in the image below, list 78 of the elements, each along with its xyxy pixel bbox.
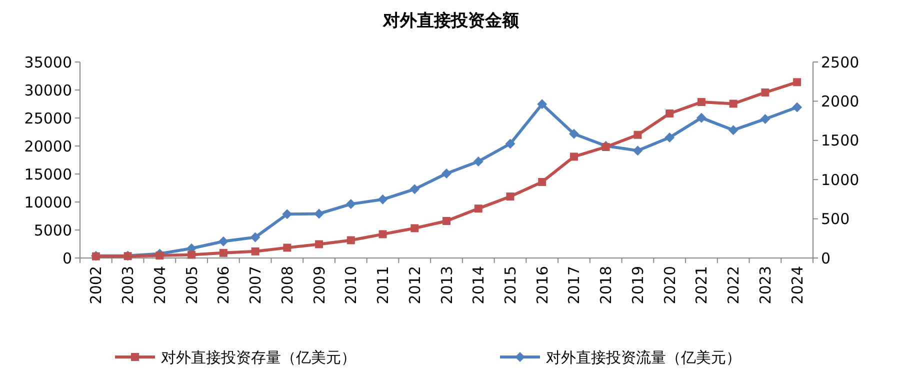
- point: [219, 248, 228, 257]
- point: [250, 232, 260, 242]
- point: [634, 130, 642, 139]
- legend-label: 对外直接投资存量（亿美元）: [161, 348, 356, 366]
- point: [505, 138, 516, 149]
- y-tick-label: 30000: [24, 81, 72, 100]
- x-tick-label: 2023: [756, 266, 774, 304]
- point: [410, 184, 420, 194]
- x-tick-label: 2021: [692, 266, 711, 304]
- x-tick-label: 2006: [214, 266, 233, 304]
- y-tick-label: 20000: [24, 137, 72, 156]
- x-tick-label: 2012: [406, 266, 424, 304]
- x-tick-label: 2005: [182, 266, 201, 304]
- point: [793, 78, 802, 86]
- point: [760, 114, 770, 124]
- x-tick-label: 2022: [724, 266, 743, 304]
- point: [632, 146, 643, 156]
- y2-tick-label: 0: [821, 249, 831, 268]
- point: [346, 236, 355, 244]
- x-tick-label: 2008: [278, 266, 296, 304]
- point: [474, 204, 482, 213]
- point: [666, 109, 674, 118]
- point: [251, 247, 260, 256]
- point: [506, 192, 514, 201]
- point: [282, 209, 292, 220]
- x-tick-label: 2004: [150, 266, 169, 304]
- x-tick-label: 2016: [533, 266, 552, 304]
- y-tick-label: 15000: [24, 165, 72, 184]
- point: [156, 251, 164, 260]
- point: [442, 217, 450, 226]
- y2-tick-label: 500: [821, 210, 850, 228]
- point: [729, 100, 738, 108]
- y-tick-label: 5000: [34, 221, 72, 240]
- point: [728, 125, 738, 136]
- x-tick-label: 2024: [788, 266, 806, 304]
- x-tick-label: 2014: [470, 266, 488, 304]
- x-tick-label: 2020: [660, 266, 679, 304]
- x-tick-label: 2011: [374, 266, 392, 304]
- y2-tick-label: 1000: [821, 170, 860, 189]
- x-tick-label: 2017: [565, 266, 584, 304]
- x-tick-label: 2002: [87, 266, 106, 304]
- y-tick-label: 0: [62, 249, 72, 268]
- y-tick-label: 10000: [24, 193, 72, 212]
- point: [792, 102, 802, 112]
- point: [442, 168, 452, 178]
- chart-title: 对外直接投资金额: [382, 11, 520, 31]
- point: [568, 128, 579, 139]
- point: [378, 230, 387, 238]
- y2-tick-label: 1500: [821, 132, 860, 150]
- x-tick-label: 2018: [597, 266, 616, 304]
- point: [315, 240, 324, 248]
- x-tick-label: 2007: [246, 266, 265, 304]
- legend-label: 对外直接投资流量（亿美元）: [546, 348, 741, 366]
- point: [283, 244, 292, 252]
- x-tick-label: 2010: [342, 266, 360, 304]
- point: [188, 250, 196, 259]
- y-tick-label: 25000: [24, 109, 72, 128]
- point: [378, 194, 388, 204]
- point: [410, 224, 419, 232]
- point: [570, 152, 578, 161]
- point: [664, 132, 675, 142]
- point: [697, 98, 706, 106]
- x-tick-label: 2019: [628, 266, 647, 304]
- y2-tick-label: 2000: [821, 92, 860, 110]
- x-tick-label: 2009: [310, 266, 328, 304]
- point: [218, 236, 228, 246]
- point: [761, 88, 770, 96]
- point: [314, 208, 324, 219]
- point: [696, 112, 706, 123]
- point: [537, 99, 548, 110]
- y2-tick-label: 2500: [821, 53, 860, 72]
- x-tick-label: 2015: [501, 266, 520, 304]
- x-tick-label: 2003: [119, 266, 138, 304]
- x-tick-label: 2013: [438, 266, 456, 304]
- y-tick-label: 35000: [24, 53, 72, 72]
- point: [346, 199, 356, 210]
- point: [473, 156, 484, 166]
- point: [538, 178, 546, 186]
